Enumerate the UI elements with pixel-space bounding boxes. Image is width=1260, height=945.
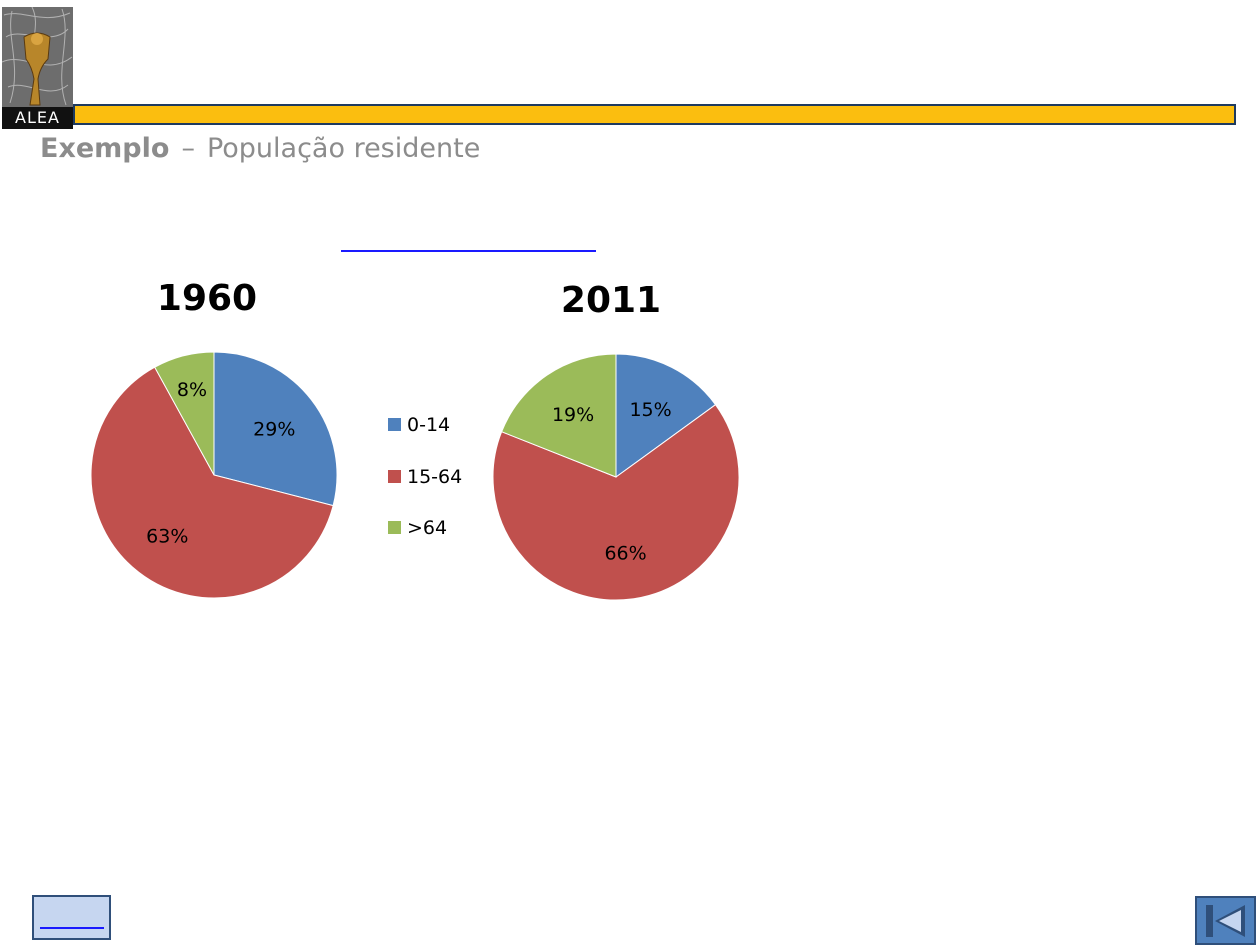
pie-charts-svg: 1960 29% 63% 8% 2011 15% 66% 19% 0-14 15-64 >64 <box>90 278 740 601</box>
pie-slice-1-2 <box>500 353 617 478</box>
data-label-0-0: 29% <box>253 418 295 440</box>
data-label-0-2: 8% <box>177 379 207 401</box>
pie-slice-0-1 <box>90 366 334 599</box>
header-bar <box>73 104 1236 125</box>
legend-label-2: >64 <box>407 517 447 539</box>
pie-slice-0-0 <box>213 351 338 507</box>
logo-text: ALEA <box>2 107 73 129</box>
data-label-0-1: 63% <box>146 525 188 547</box>
home-link-underline <box>40 927 104 929</box>
legend-swatch-1 <box>388 470 401 483</box>
legend-swatch-0 <box>388 418 401 431</box>
hyperlink-underline[interactable] <box>341 250 596 252</box>
data-label-1-2: 19% <box>552 404 594 426</box>
title-dash: – <box>181 133 195 164</box>
data-label-1-1: 66% <box>604 543 646 565</box>
pie-slice-0-2 <box>154 351 215 476</box>
legend-label-1: 15-64 <box>407 466 462 488</box>
chart-title-1: 2011 <box>561 280 661 321</box>
title-rest: População residente <box>206 133 481 164</box>
first-slide-button[interactable] <box>1195 896 1256 945</box>
pie-slice-1-0 <box>615 353 717 478</box>
title-bold: Exemplo <box>40 133 170 164</box>
legend-swatch-2 <box>388 521 401 534</box>
home-button[interactable] <box>32 895 111 940</box>
first-slide-icon <box>1206 905 1245 937</box>
page-title: Exemplo – População residente <box>40 133 480 164</box>
pie-slice-1-1 <box>492 404 740 601</box>
alea-logo: ALEA <box>2 7 73 129</box>
legend-label-0: 0-14 <box>407 414 450 436</box>
pie-charts-area: 1960 29% 63% 8% 2011 15% 66% 19% 0-14 15-64 >64 <box>0 260 800 620</box>
data-label-1-0: 15% <box>629 399 671 421</box>
chart-title-0: 1960 <box>157 278 257 319</box>
